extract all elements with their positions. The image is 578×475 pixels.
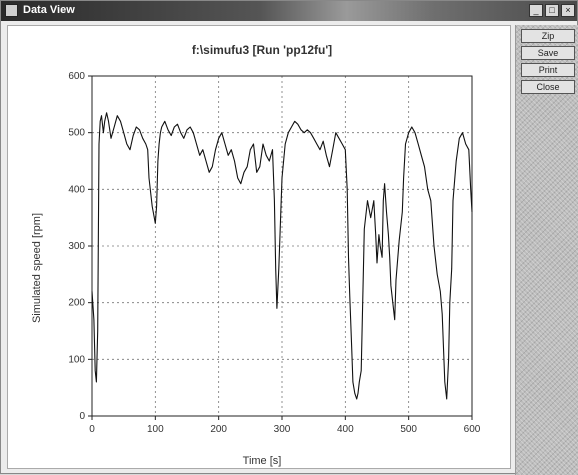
x-tick-label: 400 (337, 424, 354, 435)
window-controls: _ □ × (529, 4, 575, 17)
plot-area: f:\simufu3 [Run 'pp12fu'] 0 100 200 300 400 5… (7, 25, 511, 469)
title-bar[interactable]: Data View _ □ × (1, 1, 577, 21)
maximize-icon[interactable]: □ (545, 4, 559, 17)
grid (92, 76, 472, 416)
y-tick-label: 200 (68, 298, 85, 309)
series-layer (91, 112, 473, 400)
zip-button[interactable]: Zip (521, 29, 575, 43)
axes: 0 100 200 300 400 500 600 0 100 200 300 400 500 600 (68, 71, 480, 435)
y-tick-label: 100 (68, 354, 85, 365)
side-panel: Zip Save Print Close (515, 25, 578, 475)
plot-frame (91, 75, 473, 417)
y-axis-label: Simulated speed [rpm] (31, 213, 43, 323)
close-button[interactable]: Close (521, 80, 575, 94)
x-tick-label: 0 (89, 424, 95, 435)
speed-series-line (91, 112, 473, 400)
print-button[interactable]: Print (521, 63, 575, 77)
x-tick-label: 500 (400, 424, 417, 435)
app-icon[interactable] (5, 4, 18, 17)
close-icon[interactable]: × (561, 4, 575, 17)
x-axis-label: Time [s] (243, 455, 282, 467)
y-tick-label: 0 (79, 411, 85, 422)
minimize-icon[interactable]: _ (529, 4, 543, 17)
x-tick-label: 100 (147, 424, 164, 435)
y-tick-label: 400 (68, 184, 85, 195)
x-tick-label: 600 (464, 424, 481, 435)
y-tick-label: 500 (68, 128, 85, 139)
y-tick-label: 600 (68, 71, 85, 82)
save-button[interactable]: Save (521, 46, 575, 60)
window-title: Data View (23, 4, 75, 16)
speed-chart: f:\simufu3 [Run 'pp12fu'] 0 100 200 300 400 5… (31, 43, 481, 467)
x-tick-label: 300 (274, 424, 291, 435)
x-tick-label: 200 (210, 424, 227, 435)
chart-title: f:\simufu3 [Run 'pp12fu'] (192, 43, 332, 57)
y-tick-label: 300 (68, 241, 85, 252)
